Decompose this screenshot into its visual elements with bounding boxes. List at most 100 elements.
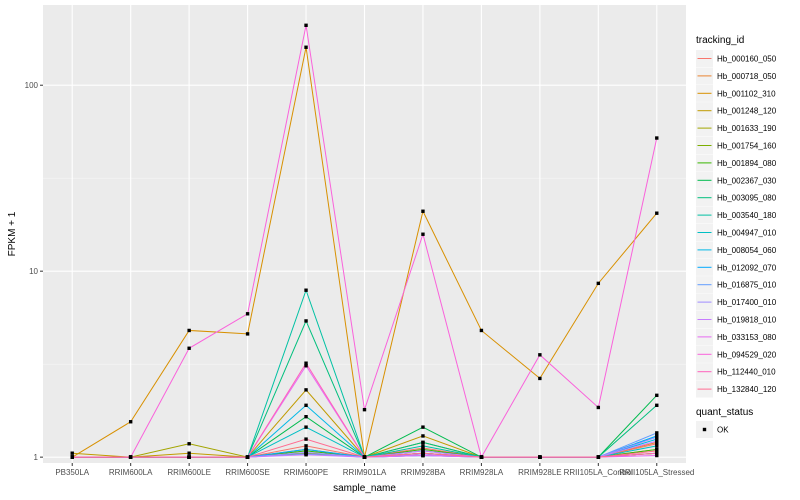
data-point xyxy=(304,319,308,323)
data-point xyxy=(479,328,484,333)
data-point xyxy=(187,451,191,455)
legend-label: Hb_017400_010 xyxy=(717,298,777,307)
legend-label: Hb_001248_120 xyxy=(717,107,777,116)
data-point xyxy=(655,444,659,448)
x-tick-label: RRIM600LE xyxy=(167,468,211,477)
y-tick-label: 10 xyxy=(29,267,38,276)
data-point xyxy=(421,449,425,453)
legend-label: Hb_001754_160 xyxy=(717,142,777,151)
x-tick-label: RRIM600LA xyxy=(109,468,153,477)
data-point xyxy=(655,211,659,215)
data-point xyxy=(187,442,191,446)
legend-label: Hb_001894_080 xyxy=(717,159,777,168)
x-tick-label: RRIM600SE xyxy=(225,468,269,477)
legend-label: Hb_003095_080 xyxy=(717,194,777,203)
data-point xyxy=(596,405,601,410)
x-tick-label: RRIM600PE xyxy=(284,468,328,477)
data-point xyxy=(421,434,425,438)
data-point xyxy=(596,281,601,286)
data-point xyxy=(187,328,191,333)
legend-label: Hb_094529_020 xyxy=(717,350,777,359)
data-point xyxy=(304,364,308,368)
legend-label: Hb_001633_190 xyxy=(717,124,777,133)
data-point xyxy=(245,332,250,336)
legend-label: Hb_004947_010 xyxy=(717,229,777,238)
legend-label: Hb_000718_050 xyxy=(717,72,777,81)
y-axis-title: FPKM + 1 xyxy=(7,211,18,256)
data-point xyxy=(304,414,308,419)
data-point xyxy=(70,451,74,455)
data-point xyxy=(245,312,250,316)
x-tick-label: RRIM901LA xyxy=(343,468,387,477)
data-point xyxy=(655,449,659,453)
legend-label: Hb_000160_050 xyxy=(717,55,777,64)
data-point xyxy=(655,453,659,458)
data-point xyxy=(245,455,250,459)
data-point xyxy=(187,455,191,459)
x-tick-label: PB350LA xyxy=(55,468,89,477)
legend-label: Hb_002367_030 xyxy=(717,176,777,185)
data-point xyxy=(70,455,74,459)
data-point xyxy=(421,440,425,445)
data-point xyxy=(538,455,542,459)
data-point xyxy=(421,444,425,448)
data-point xyxy=(655,403,659,408)
legend-label: Hb_008054_060 xyxy=(717,246,777,255)
legend-label: Hb_033153_080 xyxy=(717,333,777,342)
data-point xyxy=(421,451,425,455)
data-point xyxy=(655,439,659,443)
data-point xyxy=(362,407,367,412)
x-tick-label: RRIM928LE xyxy=(518,468,562,477)
data-point xyxy=(304,437,308,441)
data-point xyxy=(304,444,308,448)
data-point xyxy=(304,450,308,455)
data-point xyxy=(421,453,425,458)
data-point xyxy=(362,455,367,459)
x-axis: PB350LA RRIM600LA RRIM600LE RRIM600SE RRIM60… xyxy=(55,463,694,477)
legend-title-tracking-id: tracking_id xyxy=(696,35,744,46)
data-point xyxy=(304,403,308,408)
legend-label: Hb_016875_010 xyxy=(717,281,777,290)
series-points xyxy=(70,23,659,459)
legend-label: Hb_003540_180 xyxy=(717,211,777,220)
data-point xyxy=(128,455,133,459)
data-point xyxy=(538,353,542,357)
data-point xyxy=(655,136,659,140)
data-point xyxy=(538,376,542,381)
data-point xyxy=(421,209,425,213)
data-point xyxy=(304,388,308,392)
data-point xyxy=(596,455,601,459)
legend-label: Hb_019818_010 xyxy=(717,316,777,325)
legend-label: Hb_001102_310 xyxy=(717,89,776,98)
legend-key-point xyxy=(702,427,707,432)
data-point xyxy=(421,232,425,236)
legend-label: Hb_012092_070 xyxy=(717,263,777,272)
legend-label: Hb_132840_120 xyxy=(717,385,777,394)
x-axis-title: sample_name xyxy=(333,483,396,494)
data-point xyxy=(304,45,308,49)
data-point xyxy=(479,455,484,459)
data-point xyxy=(304,23,308,27)
legend: tracking_id Hb_000160_050Hb_000718_050Hb… xyxy=(696,35,777,438)
legend-color-items: Hb_000160_050 Hb_000718_050 Hb_001102_310 H… xyxy=(696,50,777,398)
y-tick-label: 1 xyxy=(34,453,39,462)
x-tick-label: RRII105LA_Control xyxy=(564,468,634,477)
legend-title-quant-status: quant_status xyxy=(696,407,753,418)
data-point xyxy=(187,346,191,350)
data-point xyxy=(421,425,425,429)
data-point xyxy=(304,453,308,457)
y-tick-label: 100 xyxy=(25,81,39,90)
data-point xyxy=(304,361,308,365)
data-point xyxy=(304,447,308,452)
legend-label: OK xyxy=(717,426,729,435)
data-point xyxy=(304,288,308,292)
y-axis: 1 10 100 xyxy=(25,81,43,462)
data-point xyxy=(304,425,308,429)
x-tick-label: RRII105LA_Stressed xyxy=(619,468,694,477)
data-point xyxy=(655,431,659,435)
data-point xyxy=(655,451,659,455)
legend-shape-items: OK xyxy=(696,421,729,438)
data-point xyxy=(128,420,133,424)
data-point xyxy=(655,393,659,398)
